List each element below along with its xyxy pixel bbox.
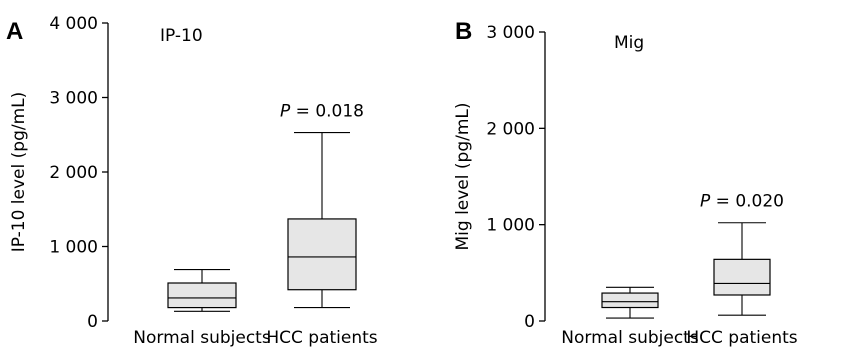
p-value-annotation: P = 0.020 [700, 192, 784, 212]
p-value-annotation: P = 0.018 [280, 102, 364, 122]
y-tick-label: 0 [87, 312, 98, 332]
y-tick-label: 3 000 [486, 23, 535, 43]
p-symbol: P [280, 102, 291, 122]
p-value-text: = 0.020 [710, 192, 784, 212]
x-category-label: Normal subjects [133, 328, 271, 348]
y-tick-label: 2 000 [486, 119, 535, 139]
x-category-label: HCC patients [266, 328, 377, 348]
box-plot-normal-subjects [167, 269, 237, 312]
marker-label: IP-10 [160, 26, 203, 46]
y-tick-label: 2 000 [49, 163, 98, 183]
p-symbol: P [700, 192, 711, 212]
p-value-text: = 0.018 [290, 102, 364, 122]
y-axis-label: IP-10 level (pg/mL) [9, 92, 29, 253]
iqr-box [713, 258, 771, 296]
panel-letter: A [6, 18, 23, 45]
y-tick-label: 1 000 [49, 238, 98, 258]
box-plot-hcc-patients [713, 222, 771, 316]
y-tick-label: 1 000 [486, 216, 535, 236]
y-tick-label: 4 000 [49, 14, 98, 34]
panel-letter: B [455, 18, 472, 45]
box-plot-normal-subjects [601, 286, 659, 319]
iqr-box [167, 282, 237, 309]
iqr-box [601, 292, 659, 309]
chart-panel-b: B 0 1 000 2 000 3 000 Mig level (pg/mL) Mig Nor… [453, 18, 798, 348]
y-tick-label: 0 [524, 312, 535, 332]
marker-label: Mig [614, 33, 644, 53]
y-tick-label: 3 000 [49, 89, 98, 109]
y-axis-label: Mig level (pg/mL) [453, 102, 473, 250]
box-plot-hcc-patients [287, 131, 357, 309]
iqr-box [287, 218, 357, 291]
x-category-label: Normal subjects [561, 328, 699, 348]
x-category-label: HCC patients [686, 328, 797, 348]
chart-panel-a: A 0 1 000 2 000 3 000 4 000 IP-10 level (pg/mL… [6, 14, 378, 348]
